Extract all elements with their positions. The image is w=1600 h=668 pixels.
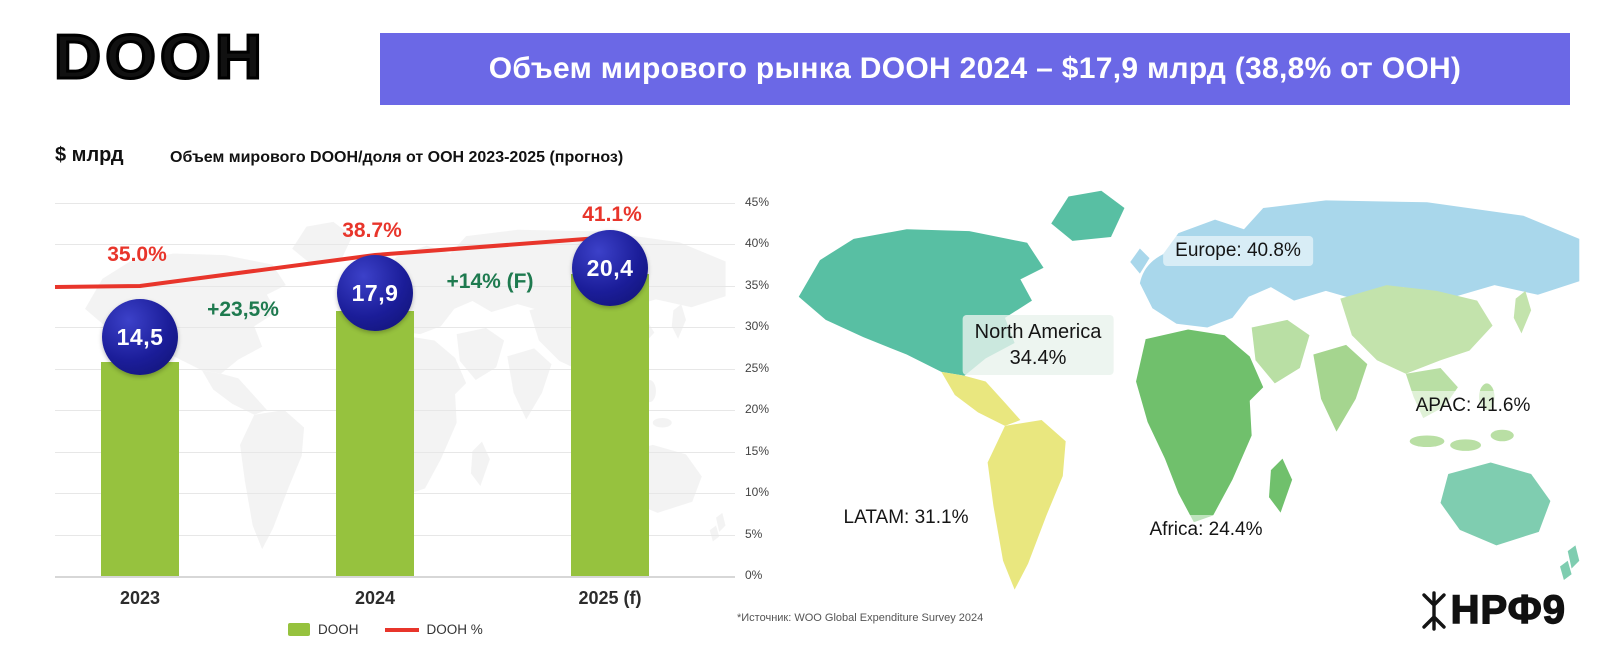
y2-tick-20: 20% (745, 402, 770, 416)
x-label-2023: 2023 (119, 588, 161, 608)
map-label-africa: Africa: 24.4% (1137, 515, 1275, 545)
bar-2025 (571, 274, 649, 576)
bar-2024 (336, 311, 414, 576)
chart-axis-unit-label: $ млрд (55, 144, 124, 166)
y2-tick-15: 15% (745, 444, 770, 458)
combo-chart-plot: 14,5 17,9 20,4 35.0% 38.7% 41.1% +23,5% … (54, 203, 735, 578)
map-label-europe: Europe: 40.8% (1163, 236, 1313, 266)
regional-share-map: Europe: 40.8% North America 34.4% APAC: … (753, 183, 1600, 607)
legend-bar-swatch (288, 623, 310, 636)
x-label-2025: 2025 (f) (578, 588, 642, 608)
dooh-share-line (54, 234, 626, 289)
map-label-latam: LATAM: 31.1% (831, 503, 981, 533)
y2-tick-25: 25% (745, 361, 770, 375)
nrf-logo-icon (1421, 590, 1446, 631)
map-label-north-america-value: 34.4% (1009, 347, 1067, 369)
banner-title: Объем мирового рынка DOOH 2024 – $17,9 м… (488, 52, 1462, 85)
legend-bar-label: DOOH (318, 622, 359, 637)
gridline (55, 244, 735, 245)
value-bubble-2024: 17,9 (337, 255, 413, 331)
bar-value-2025: 20,4 (586, 254, 634, 281)
gridline (55, 203, 735, 204)
growth-annotation-2: +14% (F) (446, 270, 534, 293)
x-label-2024: 2024 (354, 588, 396, 608)
nrf9-logo: НРФ9 (1421, 587, 1566, 633)
line-value-2024: 38.7% (342, 219, 402, 242)
y2-tick-45: 45% (745, 195, 770, 209)
y2-tick-5: 5% (745, 527, 763, 541)
value-bubble-2025: 20,4 (572, 230, 648, 306)
header-banner: Объем мирового рынка DOOH 2024 – $17,9 м… (380, 33, 1570, 105)
y2-tick-0: 0% (745, 568, 763, 582)
bar-2023 (101, 362, 179, 576)
dooh-logo: DOOH (52, 22, 267, 94)
chart-legend: DOOH DOOH % (288, 622, 483, 637)
legend-line-swatch (384, 627, 419, 632)
value-bubble-2023: 14,5 (102, 299, 178, 375)
y2-tick-35: 35% (745, 278, 770, 292)
growth-annotation-1: +23,5% (207, 298, 279, 321)
chart-title: Объем мирового DOOH/доля от OOH 2023-202… (170, 149, 624, 166)
line-value-2025: 41.1% (582, 203, 642, 226)
bar-value-2024: 17,9 (351, 279, 399, 306)
legend-line-label: DOOH % (426, 622, 483, 637)
y2-tick-30: 30% (745, 319, 770, 333)
y2-tick-10: 10% (745, 485, 770, 499)
bar-value-2023: 14,5 (116, 323, 164, 350)
line-value-2023: 35.0% (107, 243, 167, 266)
source-note: *Источник: WOO Global Expenditure Survey… (737, 612, 984, 624)
map-label-north-america: North America 34.4% (962, 315, 1114, 375)
y2-tick-40: 40% (745, 236, 770, 250)
map-label-apac: APAC: 41.6% (1403, 391, 1543, 421)
map-label-north-america-name: North America (974, 321, 1102, 343)
nrf9-logo-text: НРФ9 (1450, 587, 1566, 632)
